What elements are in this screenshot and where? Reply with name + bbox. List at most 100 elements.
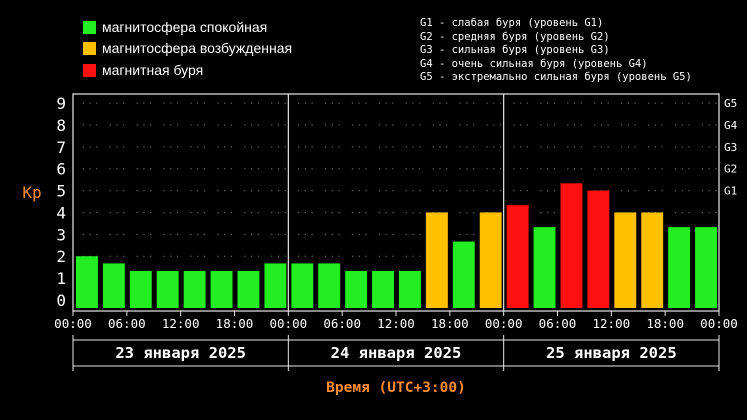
grid-dot [547,102,549,104]
grid-dot [284,168,286,170]
grid-dot [244,102,246,104]
grid-dot [499,102,502,104]
grid-dot [573,168,576,170]
grid-dot [526,146,529,148]
grid-dot [553,124,555,126]
grid-dot [331,211,333,214]
grid-dot [163,124,165,126]
grid-dot [250,233,253,236]
y-tick-label: 8 [56,116,66,135]
grid-dot [607,102,609,104]
grid-dot [446,168,448,170]
grid-dot [136,146,138,148]
grid-dot [365,255,367,257]
grid-dot [230,211,232,214]
grid-dot [688,211,690,214]
y-tick-label: 0 [56,291,66,310]
grid-dot [176,211,179,214]
grid-dot [439,146,441,148]
storm-level-g1: G1 - слабая буря (уровень G1) [420,17,604,29]
grid-dot [109,190,111,192]
grid-dot [513,190,515,192]
grid-dot [136,190,138,192]
grid-dot [197,146,199,148]
grid-dot [405,211,407,214]
grid-dot [304,102,306,104]
storm-level-g2: G2 - средняя буря (уровень G2) [420,30,610,43]
grid-dot [405,124,407,126]
grid-dot [385,102,387,104]
kp-bar [318,263,341,308]
grid-dot [150,102,152,104]
grid-dot [163,168,165,170]
grid-dot [486,146,488,148]
grid-dot [580,124,582,126]
grid-dot [654,146,656,148]
kp-bar [533,227,556,308]
grid-dot [674,124,677,126]
grid-dot [412,211,414,214]
grid-dot [197,190,199,192]
grid-dot [681,168,683,170]
grid-dot [627,124,629,126]
grid-dot [473,124,475,126]
grid-dot [136,233,138,236]
kp-bar [479,212,502,308]
grid-dot [378,211,381,214]
grid-dot [197,102,199,104]
grid-dot [338,102,340,104]
grid-dot [96,233,98,236]
grid-dot [358,190,360,192]
grid-dot [547,168,549,170]
grid-dot [271,168,273,170]
grid-dot [378,255,381,257]
grid-dot [298,233,300,236]
storm-level-legend: G1 - слабая буря (уровень G1) G2 - средн… [420,17,692,85]
grid-dot [284,102,286,104]
grid-dot [230,102,232,104]
grid-dot [540,190,542,192]
grid-dot [170,102,172,104]
grid-dot [116,124,118,126]
grid-dot [385,146,387,148]
x-tick-label: 06:00 [108,316,146,331]
grid-dot [647,168,650,170]
grid-dot [708,168,710,170]
grid-dot [257,211,259,214]
grid-dot [351,233,354,236]
grid-dot [150,190,152,192]
kp-bar [76,256,98,308]
g-level-tick-label: G2 [724,163,737,176]
grid-dot [143,255,145,257]
grid-dot [224,168,226,170]
grid-dot [378,168,381,170]
grid-dot [674,168,677,170]
grid-dot [123,168,125,170]
grid-dot [244,233,246,236]
grid-dot [661,190,663,192]
grid-dot [331,255,333,257]
grid-dot [176,255,179,257]
grid-dot [446,190,448,192]
grid-dot [627,190,629,192]
grid-dot [378,146,381,148]
grid-dot [573,124,576,126]
grid-dot [224,211,226,214]
grid-dot [311,233,313,236]
grid-dot [304,255,306,257]
grid-dot [715,190,717,192]
grid-dot [123,102,125,104]
grid-dot [116,233,118,236]
x-tick-label: 06:00 [323,316,361,331]
grid-dot [257,146,259,148]
y-tick-label: 1 [56,269,66,288]
grid-dot [338,255,340,257]
grid-dot [338,168,340,170]
grid-dot [634,124,636,126]
day-label: 23 января 2025 [115,344,246,362]
grid-dot [351,190,354,192]
x-tick-label: 12:00 [593,316,631,331]
grid-dot [230,190,232,192]
grid-dot [96,211,98,214]
grid-dot [473,146,475,148]
